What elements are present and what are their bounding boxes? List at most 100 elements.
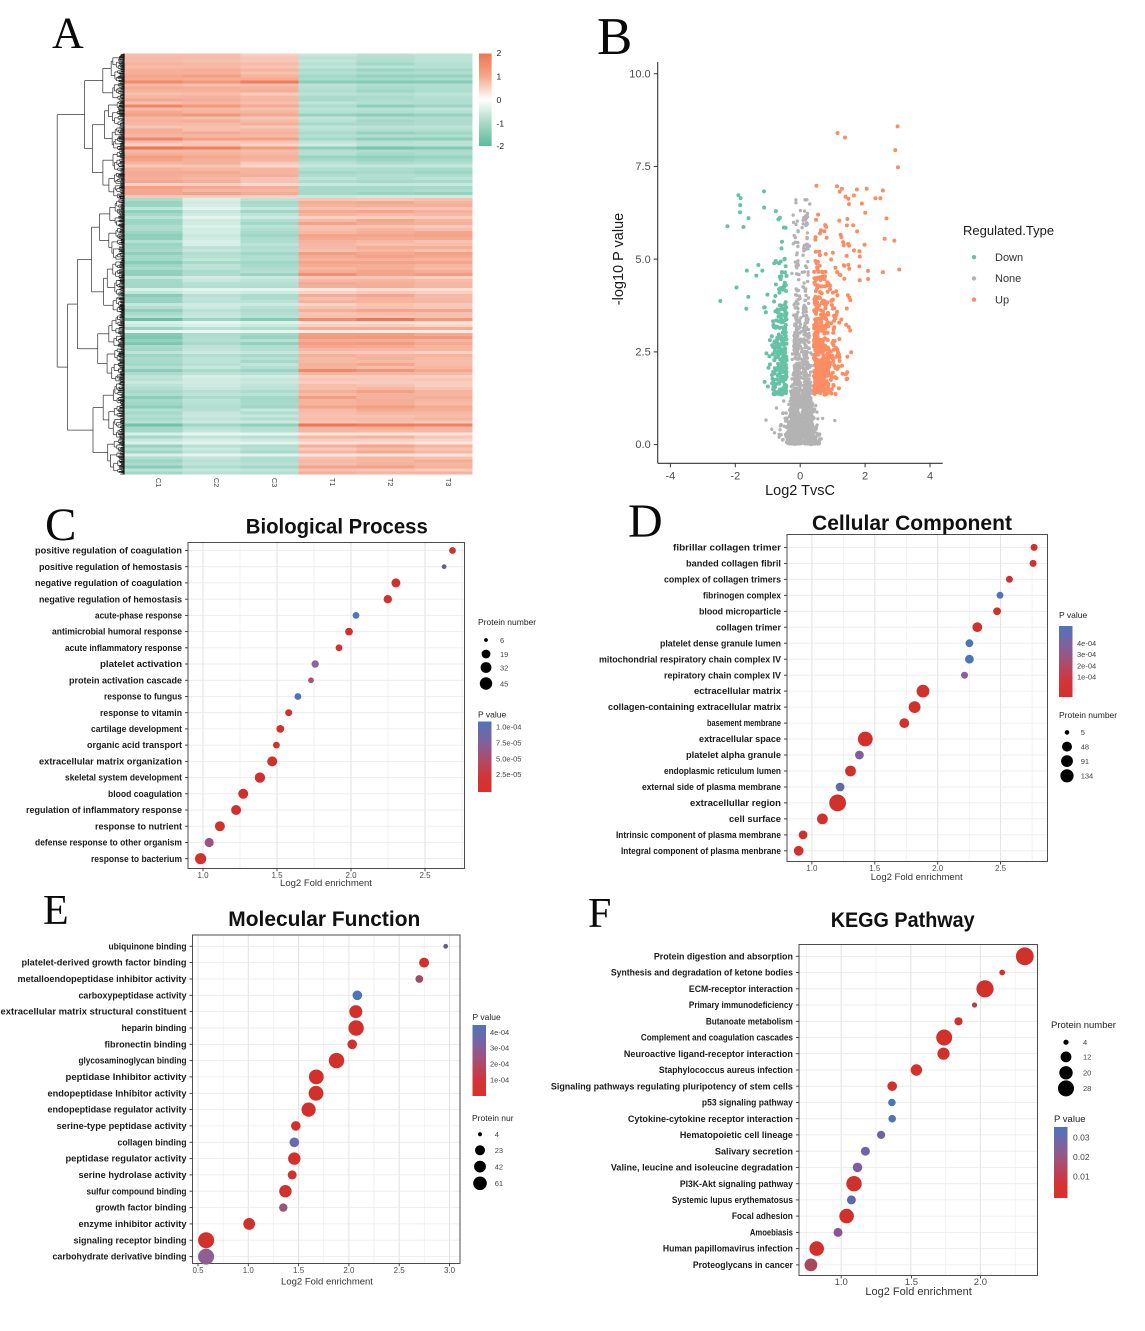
svg-text:B: B [597, 8, 632, 66]
svg-text:1.0: 1.0 [835, 1277, 848, 1288]
svg-text:0.01: 0.01 [1073, 1172, 1090, 1182]
svg-text:Protein digestion and absorpti: Protein digestion and absorption [654, 951, 793, 961]
svg-text:Systemic lupus erythematosus: Systemic lupus erythematosus [672, 1195, 793, 1205]
svg-text:mitochondrial respiratory chai: mitochondrial respiratory chain complex … [599, 654, 781, 664]
svg-text:F: F [588, 891, 611, 937]
svg-text:E: E [43, 888, 69, 934]
svg-text:2.5e-05: 2.5e-05 [496, 770, 521, 779]
svg-text:P value: P value [473, 1012, 501, 1022]
svg-text:6: 6 [500, 636, 504, 645]
svg-text:heparin binding: heparin binding [122, 1023, 187, 1033]
svg-text:134: 134 [1081, 772, 1094, 781]
svg-text:extracellular matrix organizat: extracellular matrix organization [39, 757, 182, 767]
svg-text:Protein number: Protein number [478, 617, 536, 627]
svg-text:P value: P value [1059, 610, 1087, 620]
svg-text:metalloendopeptidase inhibitor: metalloendopeptidase inhibitor activity [18, 974, 187, 984]
svg-text:1.0: 1.0 [197, 871, 209, 880]
svg-text:None: None [995, 273, 1021, 285]
svg-text:0.03: 0.03 [1073, 1132, 1090, 1142]
svg-text:enzyme inhibitor activity: enzyme inhibitor activity [79, 1219, 187, 1229]
svg-text:4: 4 [927, 470, 933, 482]
svg-text:response to nutrient: response to nutrient [95, 821, 182, 831]
svg-text:Log2 TvsC: Log2 TvsC [765, 483, 835, 499]
svg-text:Cytokine-cytokine receptor int: Cytokine-cytokine receptor interaction [628, 1114, 793, 1124]
svg-text:skeletal system development: skeletal system development [65, 773, 182, 783]
svg-text:D: D [628, 495, 663, 548]
svg-text:Amoebiasis: Amoebiasis [750, 1228, 793, 1238]
svg-text:2.5: 2.5 [635, 347, 650, 359]
svg-text:19: 19 [500, 650, 508, 659]
svg-text:fibronectin binding: fibronectin binding [105, 1039, 187, 1049]
svg-text:Log2 Fold enrichment: Log2 Fold enrichment [281, 1277, 373, 1288]
svg-text:3e-04: 3e-04 [1077, 650, 1096, 659]
svg-text:5.0e-05: 5.0e-05 [496, 755, 521, 764]
svg-text:endoplasmic reticulum lumen: endoplasmic reticulum lumen [664, 766, 781, 776]
svg-text:0.02: 0.02 [1073, 1152, 1090, 1162]
svg-text:collagen-containing extracellu: collagen-containing extracellular matrix [608, 702, 781, 712]
svg-text:-2: -2 [730, 470, 740, 482]
svg-text:platelet alpha granule: platelet alpha granule [686, 750, 781, 760]
svg-text:Protein nur: Protein nur [472, 1113, 514, 1123]
svg-text:42: 42 [495, 1162, 503, 1171]
svg-text:glycosaminoglycan binding: glycosaminoglycan binding [79, 1056, 187, 1066]
svg-text:1.5: 1.5 [905, 1277, 918, 1288]
svg-text:Up: Up [995, 294, 1009, 306]
svg-text:A: A [52, 9, 84, 58]
svg-text:23: 23 [495, 1146, 503, 1155]
svg-text:Human papillomavirus infection: Human papillomavirus infection [663, 1244, 793, 1254]
svg-text:2: 2 [862, 470, 868, 482]
svg-text:0.0: 0.0 [635, 439, 650, 451]
svg-text:negative regulation of hemosta: negative regulation of hemostasis [39, 594, 182, 604]
svg-text:4e-04: 4e-04 [1077, 639, 1096, 648]
svg-text:extracellullar region: extracellullar region [690, 798, 781, 808]
svg-text:banded collagen fibril: banded collagen fibril [686, 559, 781, 569]
svg-text:1.5: 1.5 [869, 864, 881, 873]
svg-text:Log2 Fold enrichment: Log2 Fold enrichment [871, 872, 963, 883]
svg-text:protein activation cascade: protein activation cascade [69, 675, 182, 685]
svg-text:61: 61 [495, 1179, 503, 1188]
svg-text:positive regulation of hemosta: positive regulation of hemostasis [39, 562, 182, 572]
svg-text:response to fungus: response to fungus [104, 692, 182, 702]
svg-text:T1: T1 [328, 478, 337, 486]
svg-text:0: 0 [797, 470, 803, 482]
svg-text:4: 4 [495, 1130, 499, 1139]
svg-text:P value: P value [478, 710, 506, 720]
svg-text:10.0: 10.0 [629, 68, 650, 80]
svg-text:4e-04: 4e-04 [490, 1028, 509, 1037]
svg-text:1.0: 1.0 [806, 864, 818, 873]
svg-text:Synthesis and degradation of k: Synthesis and degradation of ketone bodi… [611, 968, 793, 978]
svg-text:Butanoate metabolism: Butanoate metabolism [706, 1016, 793, 1026]
svg-text:3e-04: 3e-04 [490, 1044, 509, 1053]
svg-text:platelet dense granule lumen: platelet dense granule lumen [660, 638, 781, 648]
svg-text:extracellular matrix structura: extracellular matrix structural constitu… [1, 1007, 187, 1017]
svg-text:5.0: 5.0 [635, 254, 650, 266]
svg-text:1.5: 1.5 [293, 1266, 305, 1275]
svg-text:1.5: 1.5 [271, 871, 283, 880]
svg-text:T2: T2 [386, 478, 395, 486]
svg-text:endopeptidase Inhibitor activi: endopeptidase Inhibitor activity [48, 1088, 187, 1098]
svg-text:0.5: 0.5 [192, 1266, 204, 1275]
svg-text:ubiquinone binding: ubiquinone binding [109, 941, 187, 951]
svg-text:Molecular Function: Molecular Function [228, 908, 420, 931]
svg-text:response to bacterium: response to bacterium [91, 854, 182, 864]
svg-text:serine hydrolase activity: serine hydrolase activity [79, 1170, 187, 1180]
svg-text:Signaling pathways regulating: Signaling pathways regulating pluripoten… [551, 1081, 793, 1091]
svg-text:Valine, leucine and isoleucine: Valine, leucine and isoleucine degradati… [611, 1163, 793, 1173]
svg-text:carbohydrate derivative bindin: carbohydrate derivative binding [53, 1252, 187, 1262]
svg-text:regulation of inflammatory re: regulation of inflammatory response [26, 805, 182, 815]
svg-text:Proteoglycans in cancer: Proteoglycans in cancer [693, 1260, 794, 1270]
svg-text:1.0e-04: 1.0e-04 [496, 723, 521, 732]
svg-text:2: 2 [497, 48, 502, 58]
svg-text:3.0: 3.0 [444, 1266, 456, 1275]
svg-text:Primary immunodeficiency: Primary immunodeficiency [689, 1000, 793, 1010]
svg-text:repiratory chain complex IV: repiratory chain complex IV [664, 670, 781, 680]
svg-text:7.5e-05: 7.5e-05 [496, 739, 521, 748]
svg-text:Log2 Fold enrichment: Log2 Fold enrichment [280, 878, 372, 889]
svg-text:Complement and coagulation cas: Complement and coagulation cascades [641, 1033, 793, 1043]
svg-text:2.0: 2.0 [974, 1277, 987, 1288]
svg-text:acute inflammatory response: acute inflammatory response [65, 643, 182, 653]
svg-text:1.0: 1.0 [243, 1266, 255, 1275]
svg-text:cartilage development: cartilage development [91, 724, 182, 734]
svg-text:-1: -1 [497, 118, 505, 128]
svg-text:PI3K-Akt signaling pathway: PI3K-Akt signaling pathway [680, 1179, 793, 1189]
